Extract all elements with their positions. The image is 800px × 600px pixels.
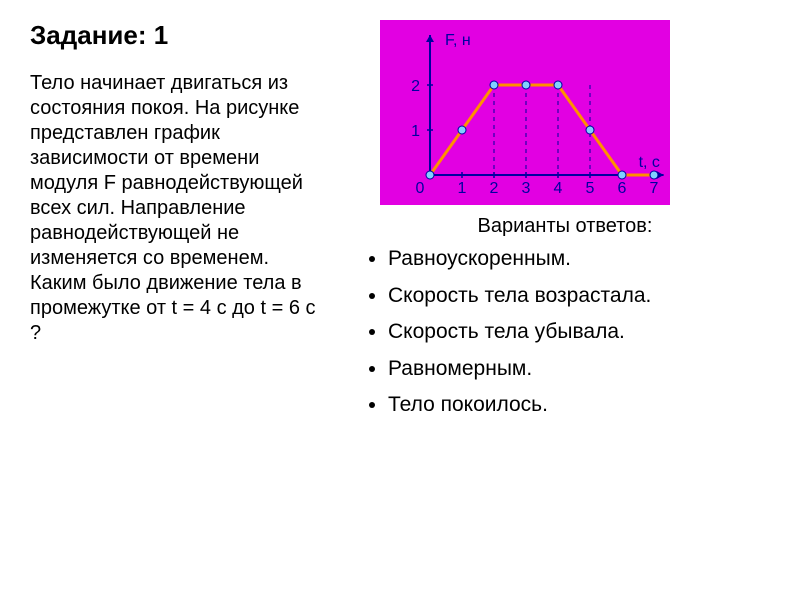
question-text: Тело начинает двигаться из состояния пок… (30, 71, 330, 346)
svg-text:7: 7 (650, 180, 659, 197)
svg-text:t, c: t, c (639, 154, 660, 171)
force-time-chart: 1 2 3 4 5 6 7 1 2 0 F, н t, c (380, 20, 670, 205)
answers-list: Равноускоренным. Скорость тела возрастал… (370, 243, 770, 422)
list-item: Равномерным. (388, 353, 770, 386)
task-title: Задание: 1 (30, 20, 330, 51)
svg-text:F, н: F, н (445, 32, 471, 49)
list-item: Скорость тела возрастала. (388, 280, 770, 313)
svg-text:5: 5 (586, 180, 595, 197)
svg-text:4: 4 (554, 180, 563, 197)
svg-text:2: 2 (490, 180, 499, 197)
list-item: Скорость тела убывала. (388, 316, 770, 349)
svg-text:1: 1 (458, 180, 467, 197)
list-item: Равноускоренным. (388, 243, 770, 276)
variants-label: Варианты ответов: (360, 215, 770, 238)
svg-text:6: 6 (618, 180, 627, 197)
svg-text:3: 3 (522, 180, 531, 197)
svg-text:2: 2 (411, 78, 420, 95)
list-item: Тело покоилось. (388, 389, 770, 422)
svg-text:1: 1 (411, 123, 420, 140)
svg-text:0: 0 (416, 180, 425, 197)
